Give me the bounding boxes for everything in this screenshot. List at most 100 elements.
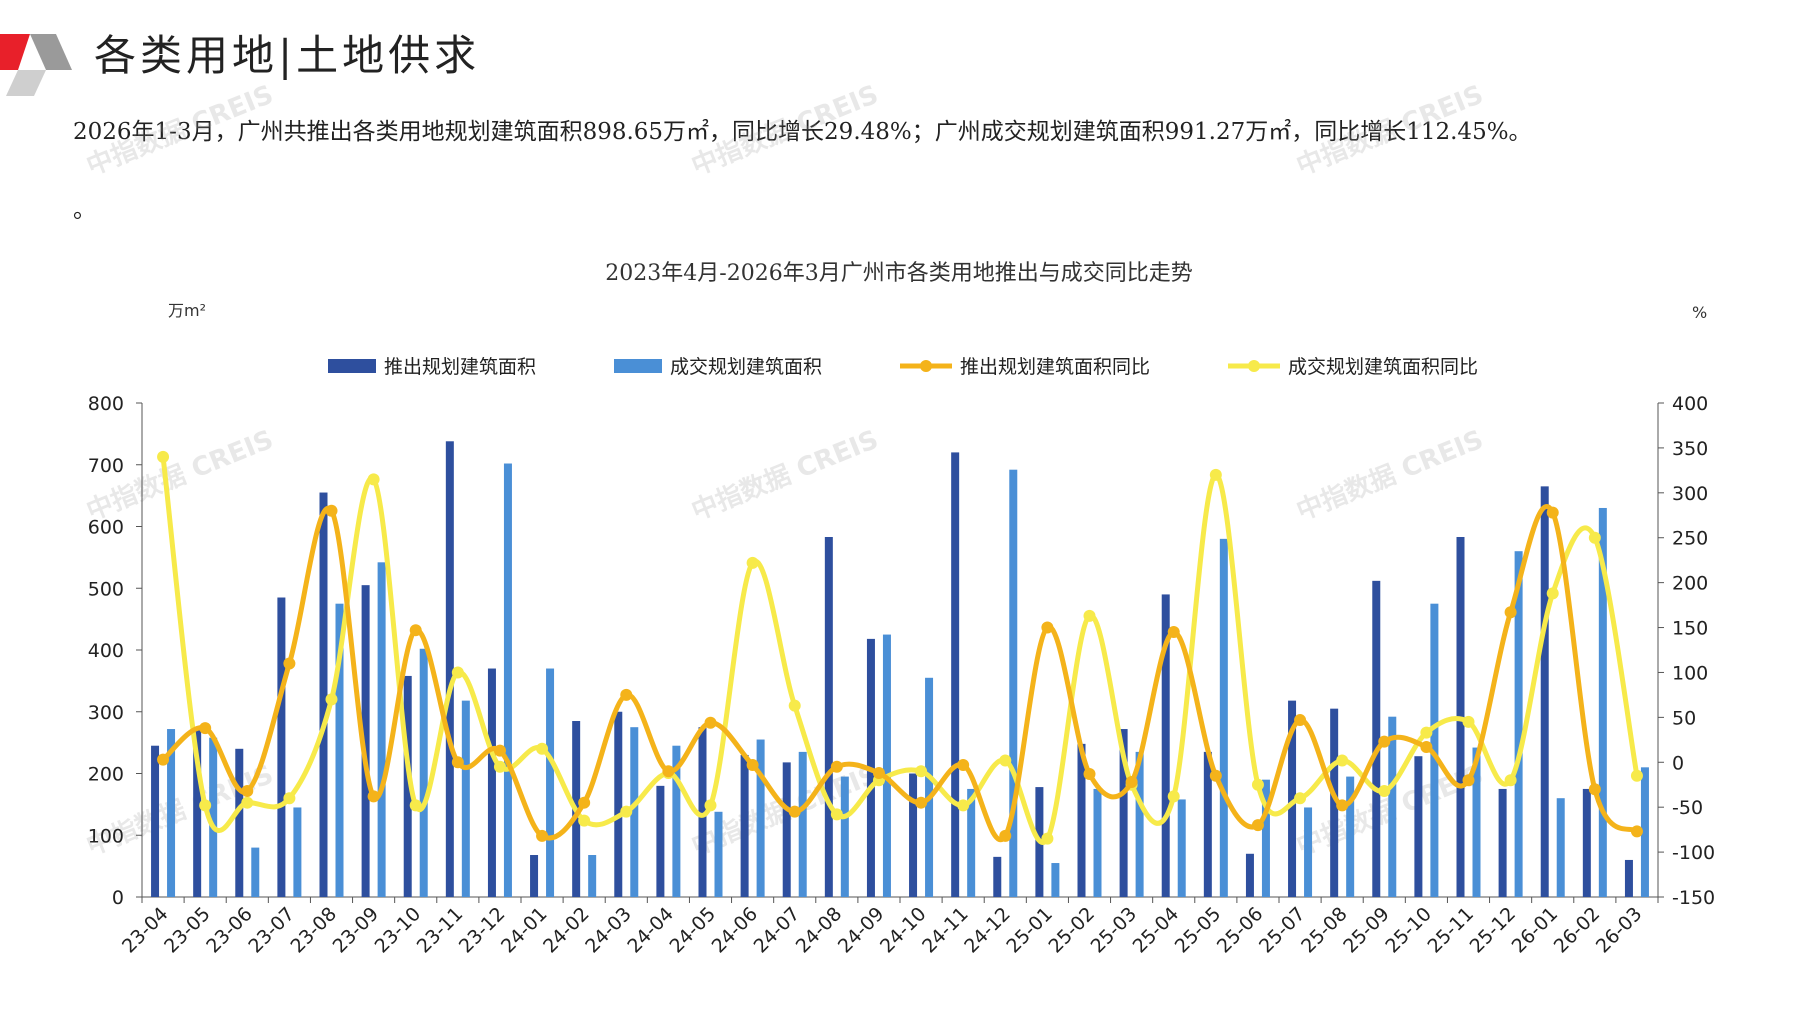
x-tick-label: 24-09 [834,903,889,958]
bar-supply [740,754,749,897]
supply-yoy-point [1378,735,1391,748]
header-accent-icon [0,34,72,96]
bar-deal [1346,776,1355,897]
deal-yoy-point [493,760,506,773]
bar-supply [909,773,918,897]
deal-yoy-point [1546,587,1559,600]
x-tick-label: 25-03 [1087,903,1142,958]
supply-yoy-point [1420,741,1433,754]
x-tick-label: 25-12 [1466,903,1521,958]
bar-deal [798,751,807,897]
x-tick-label: 24-07 [750,903,805,958]
right-tick-label: 300 [1672,483,1708,505]
bar-supply [151,745,160,897]
bar-deal [1430,603,1439,897]
x-tick-label: 25-06 [1213,903,1268,958]
supply-yoy-point [1336,799,1349,812]
deal-yoy-point [1083,609,1096,622]
x-tick-label: 26-01 [1508,903,1563,958]
deal-yoy-point [830,808,843,821]
legend-marker [920,360,932,372]
supply-yoy-point [199,722,212,735]
x-tick-label: 25-11 [1423,903,1478,958]
bar-deal [1261,779,1270,897]
bar-deal [293,807,302,897]
bar-supply [1245,853,1254,897]
x-tick-label: 24-11 [918,903,973,958]
deal-yoy-point [1504,774,1517,787]
bar-supply [1414,756,1423,897]
bar-deal [1556,798,1565,897]
deal-yoy-point [1041,832,1054,845]
bar-supply [1372,580,1381,897]
deal-yoy-point [1462,715,1475,728]
deal-yoy-point [704,799,717,812]
deal-yoy-point [1209,468,1222,481]
deal-yoy-point [1167,790,1180,803]
supply-yoy-point [1504,606,1517,619]
bar-supply [1203,751,1212,897]
deal-yoy-point [409,799,422,812]
left-tick-label: 700 [88,455,124,477]
x-tick-label: 24-12 [960,903,1015,958]
bar-deal [335,603,344,897]
x-tick-label: 25-09 [1339,903,1394,958]
x-tick-label: 24-08 [792,903,847,958]
left-tick-label: 0 [112,887,124,909]
bar-deal [1219,538,1228,897]
supply-yoy-point [620,688,633,701]
supply-yoy-point [1125,776,1138,789]
right-tick-label: 0 [1672,752,1684,774]
bar-supply [193,730,202,897]
x-tick-label: 23-09 [329,903,384,958]
x-tick-label: 23-05 [160,903,215,958]
bar-deal [925,677,934,897]
supply-yoy-point [830,760,843,773]
x-tick-label: 25-04 [1129,903,1184,958]
page-header: 各类用地|土地供求 [0,0,1797,100]
bar-deal [882,634,891,897]
supply-yoy-point [367,790,380,803]
bar-deal [756,739,765,897]
deal-yoy-point [536,742,549,755]
supply-yoy-point [915,796,928,809]
bar-deal [672,745,681,897]
supply-yoy-point [872,767,885,780]
bar-supply [277,597,286,897]
bar-deal [1388,716,1397,897]
left-tick-label: 500 [88,578,124,600]
legend-label: 推出规划建筑面积同比 [960,356,1150,378]
left-tick-label: 200 [88,764,124,786]
x-tick-label: 23-07 [244,903,299,958]
x-tick-label: 24-04 [623,903,678,958]
left-tick-label: 800 [88,393,124,415]
legend-swatch [614,359,662,373]
bar-supply [656,785,665,897]
page-title: 各类用地|土地供求 [94,31,481,80]
right-tick-label: 200 [1672,573,1708,595]
x-tick-label: 24-10 [876,903,931,958]
bar-deal [209,737,218,897]
bar-supply [1540,486,1549,897]
bar-deal [461,700,470,897]
supply-yoy-point [1041,621,1054,634]
x-tick-label: 24-02 [539,903,594,958]
bar-supply [1624,859,1633,897]
bar-supply [951,452,960,897]
bar-deal [1177,799,1186,897]
legend-marker [1248,360,1260,372]
x-tick-label: 25-01 [1002,903,1057,958]
x-tick-label: 23-11 [413,903,468,958]
bar-supply [1582,788,1591,897]
bar-supply [319,492,328,897]
deal-yoy-point [578,814,591,827]
bar-supply [1077,743,1086,897]
bar-supply [993,856,1002,897]
deal-yoy-point [367,473,380,486]
bar-supply [403,675,412,897]
supply-yoy-point [1083,767,1096,780]
deal-yoy-point [1378,785,1391,798]
supply-yoy-point [493,744,506,757]
bar-deal [1135,751,1144,897]
